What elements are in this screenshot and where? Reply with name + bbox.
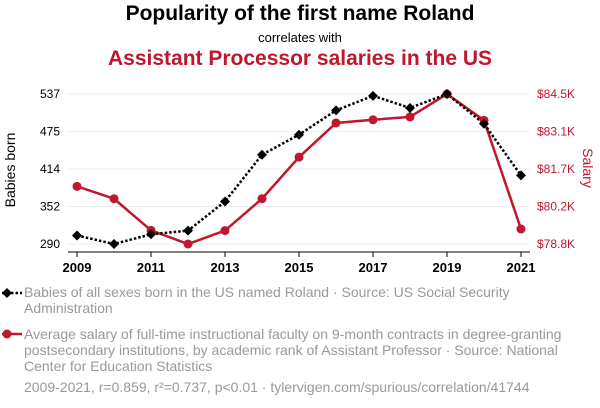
x-tick-label: 2017 [359, 260, 388, 275]
legend-item-salary: Average salary of full-time instructiona… [24, 326, 584, 374]
x-tick-label: 2011 [137, 260, 165, 275]
y2-tick-label: $83.1K [537, 125, 575, 139]
salary-point [516, 224, 526, 234]
y-tick-label: 475 [40, 125, 60, 139]
y2-tick-label: $78.8K [537, 237, 575, 251]
x-tick-label: 2021 [507, 260, 536, 275]
chart-subtitle: correlates with [258, 30, 342, 45]
chart-title: Popularity of the first name Roland [125, 2, 475, 25]
babies-point [405, 102, 415, 113]
chart-plot: 537 $84.5K 475 $83.1K 414 $81.7K 352 $80.2K 290 $… [2, 87, 596, 275]
x-tick-label: 2013 [211, 260, 240, 275]
babies-point [442, 89, 452, 99]
babies-point [146, 229, 156, 240]
y2-tick-label: $80.2K [537, 200, 575, 214]
y-tick-label: 290 [40, 237, 60, 251]
salary-point [405, 112, 415, 122]
babies-point [516, 170, 526, 181]
y-axis-label: Babies born [2, 133, 18, 208]
babies-point [109, 239, 119, 249]
babies-point [331, 105, 341, 116]
legend-marker-salary [2, 329, 22, 339]
babies-point [220, 196, 230, 207]
legend-marker-babies [2, 288, 22, 298]
x-tick-label: 2019 [433, 260, 462, 275]
salary-point [294, 152, 304, 162]
salary-point [183, 239, 193, 249]
y2-axis-label: Salary [580, 148, 596, 188]
y-tick-label: 414 [40, 162, 60, 176]
salary-point [220, 226, 230, 236]
salary-point [72, 181, 82, 191]
salary-point [257, 194, 267, 204]
salary-point [331, 118, 341, 128]
x-tick-label: 2015 [285, 260, 314, 275]
footer-text: 2009-2021, r=0.859, r²=0.737, p<0.01 · t… [24, 379, 530, 395]
babies-point [183, 225, 193, 236]
legend-text-salary: Average salary of full-time instructiona… [24, 326, 562, 374]
babies-point [257, 149, 267, 160]
legend-item-babies: Babies of all sexes born in the US named… [24, 284, 584, 316]
babies-point [294, 129, 304, 140]
babies-point [479, 118, 489, 129]
chart-title-2: Assistant Processor salaries in the US [108, 47, 492, 70]
y-tick-label: 352 [40, 200, 60, 214]
salary-point [368, 115, 378, 125]
babies-point [368, 90, 378, 101]
babies-point [72, 230, 82, 241]
legend-text-babies: Babies of all sexes born in the US named… [24, 284, 510, 316]
y2-tick-label: $84.5K [537, 87, 575, 101]
salary-point [109, 194, 119, 204]
y-tick-label: 537 [40, 87, 60, 101]
x-tick-label: 2009 [63, 260, 92, 275]
y2-tick-label: $81.7K [537, 162, 575, 176]
